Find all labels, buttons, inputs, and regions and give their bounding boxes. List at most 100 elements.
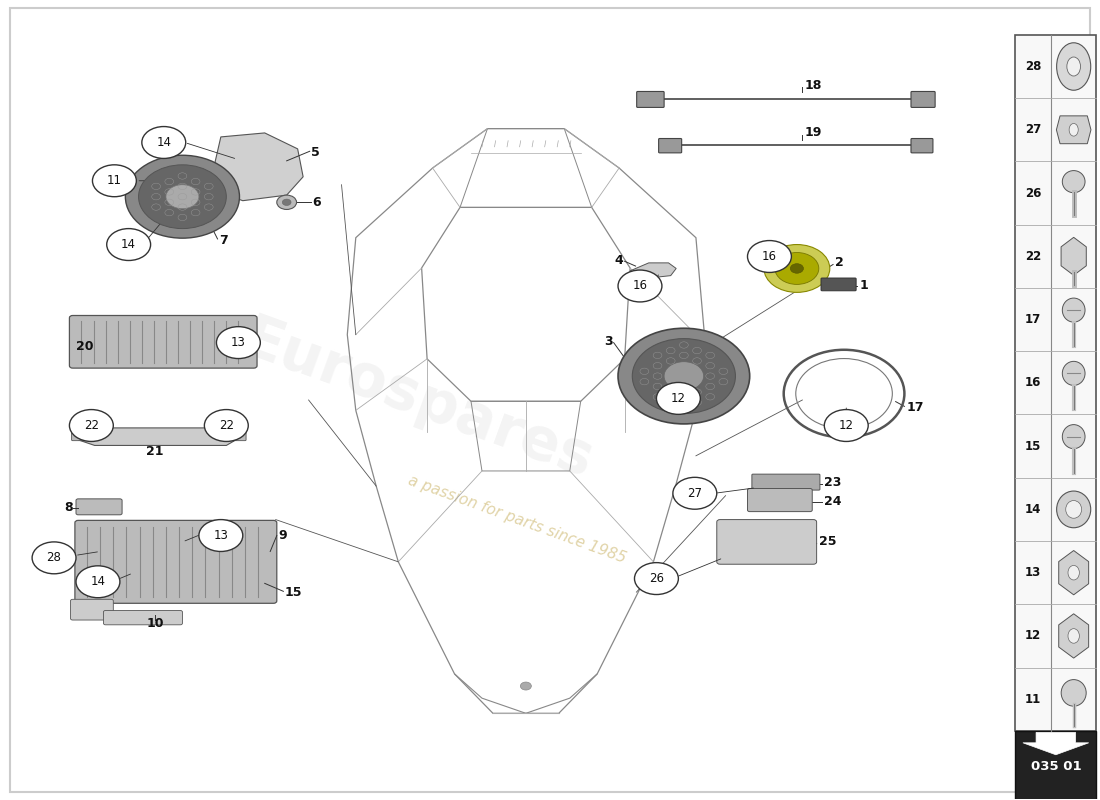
Text: 6: 6 [312,196,320,209]
Text: 10: 10 [146,617,164,630]
Ellipse shape [1068,566,1079,580]
Text: 5: 5 [311,146,320,159]
Text: 12: 12 [1025,630,1042,642]
Polygon shape [630,263,676,278]
Circle shape [32,542,76,574]
Ellipse shape [1063,298,1085,322]
FancyBboxPatch shape [911,138,933,153]
Text: 9: 9 [278,529,286,542]
Ellipse shape [1067,57,1080,76]
Text: 035 01: 035 01 [1031,760,1081,774]
Text: 4: 4 [615,254,624,267]
Polygon shape [1058,614,1089,658]
Text: 15: 15 [1025,440,1042,453]
FancyBboxPatch shape [70,599,113,620]
Text: 27: 27 [1025,123,1042,136]
FancyBboxPatch shape [1015,35,1097,731]
Circle shape [199,519,243,551]
Text: 23: 23 [824,477,842,490]
Text: 1: 1 [859,279,868,293]
Circle shape [205,410,249,442]
Circle shape [107,229,151,261]
Ellipse shape [1063,362,1085,386]
Circle shape [824,410,868,442]
FancyBboxPatch shape [72,429,96,441]
Ellipse shape [1057,491,1091,528]
Circle shape [520,682,531,690]
Text: 13: 13 [1025,566,1042,579]
Circle shape [774,253,818,285]
Text: 25: 25 [818,535,836,549]
FancyBboxPatch shape [752,474,820,490]
Circle shape [76,566,120,598]
Text: 13: 13 [213,529,229,542]
Text: 26: 26 [649,572,664,585]
Circle shape [166,185,199,209]
Text: 28: 28 [46,551,62,564]
Text: 14: 14 [1025,503,1042,516]
Polygon shape [1058,550,1089,595]
Text: 2: 2 [835,256,844,270]
Text: 14: 14 [121,238,136,251]
Circle shape [69,410,113,442]
Circle shape [125,155,240,238]
Circle shape [92,165,136,197]
Text: 8: 8 [64,501,73,514]
Text: 22: 22 [84,419,99,432]
Text: 16: 16 [762,250,777,263]
Polygon shape [210,133,304,201]
Text: 16: 16 [632,279,648,293]
Text: 14: 14 [156,136,172,149]
Polygon shape [1056,116,1091,144]
FancyBboxPatch shape [821,278,856,290]
Ellipse shape [1063,425,1085,449]
Text: 28: 28 [1025,60,1042,73]
Text: 12: 12 [838,419,854,432]
Circle shape [283,199,292,206]
Polygon shape [1062,238,1087,275]
Polygon shape [1023,733,1089,754]
Circle shape [632,338,736,414]
Text: a passion for parts since 1985: a passion for parts since 1985 [406,473,628,566]
FancyBboxPatch shape [911,91,935,107]
Circle shape [142,126,186,158]
Ellipse shape [1057,42,1091,90]
FancyBboxPatch shape [637,91,664,107]
Polygon shape [78,428,243,446]
Text: 14: 14 [90,575,106,588]
Circle shape [748,241,791,273]
Circle shape [635,562,679,594]
Text: Eurospares: Eurospares [235,310,602,490]
Text: 24: 24 [824,494,842,508]
FancyBboxPatch shape [220,429,246,441]
Circle shape [657,382,701,414]
Circle shape [618,270,662,302]
Text: 27: 27 [688,486,702,500]
Text: 22: 22 [1025,250,1042,263]
Text: 20: 20 [76,340,94,353]
Text: 7: 7 [219,234,228,247]
FancyBboxPatch shape [748,489,812,512]
Ellipse shape [1068,629,1079,643]
Circle shape [277,195,297,210]
Text: 11: 11 [107,174,122,187]
Circle shape [790,264,803,274]
Text: 18: 18 [804,78,822,91]
Circle shape [673,478,717,510]
FancyBboxPatch shape [69,315,257,368]
Text: 17: 17 [1025,313,1042,326]
FancyBboxPatch shape [76,499,122,515]
Circle shape [618,328,750,424]
Text: 15: 15 [285,586,303,599]
Text: 21: 21 [146,445,164,458]
Text: 12: 12 [671,392,686,405]
Text: 17: 17 [906,402,924,414]
Text: 16: 16 [1025,376,1042,390]
Circle shape [664,362,704,390]
Circle shape [764,245,829,292]
Ellipse shape [1069,123,1078,136]
FancyBboxPatch shape [103,610,183,625]
Circle shape [139,165,227,229]
Circle shape [217,326,261,358]
Text: 11: 11 [1025,693,1042,706]
